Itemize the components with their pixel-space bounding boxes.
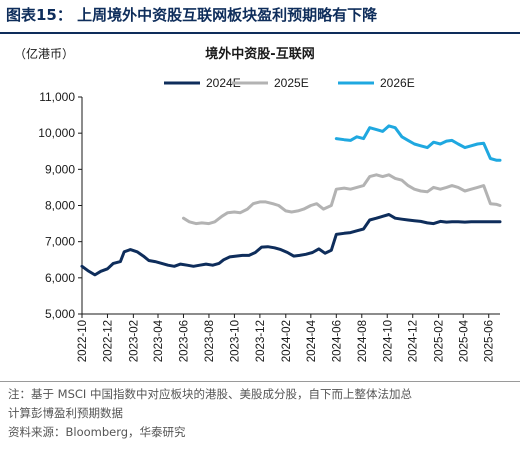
y-tick-label: 5,000: [45, 307, 75, 321]
x-tick-label: 2025-06: [484, 320, 496, 362]
line-chart: （亿港币） 境外中资股-互联网 2024E 2025E 2026E 5,000 6,0…: [14, 46, 502, 362]
x-tick-label: 2024-04: [306, 319, 318, 362]
y-tick-label: 9,000: [45, 162, 75, 176]
title-divider: [0, 32, 520, 34]
x-tick-label: 2025-02: [434, 320, 446, 362]
series-line-2025E: [182, 173, 502, 226]
footer-divider: [0, 381, 520, 382]
series-line-2024E: [80, 213, 502, 277]
x-tick-label: 2022-12: [102, 320, 114, 362]
y-tick-label: 10,000: [38, 126, 75, 140]
footnote-line-2: 计算彭博盈利预期数据: [8, 406, 123, 420]
legend-label-2026E: 2026E: [380, 76, 415, 90]
x-tick-label: 2024-02: [281, 320, 293, 362]
y-tick-label: 7,000: [45, 235, 75, 249]
y-tick-label: 6,000: [45, 271, 75, 285]
y-tick-label: 11,000: [39, 90, 75, 104]
x-tick-label: 2023-06: [178, 320, 190, 362]
source-note: 资料来源：Bloomberg，华泰研究: [8, 425, 186, 439]
x-tick-label: 2023-10: [229, 320, 241, 362]
x-tick-label: 2023-12: [255, 320, 267, 362]
x-tick-label: 2023-02: [128, 320, 140, 362]
series-line-2026E: [334, 124, 502, 162]
x-tick-label: 2023-04: [153, 319, 165, 362]
x-tick-label: 2025-04: [458, 319, 470, 362]
x-axis: 2022-10 2022-12 2023-02 2023-04 2023-06 2023-…: [77, 313, 500, 362]
legend-label-2024E: 2024E: [206, 76, 241, 90]
y-axis: 5,000 6,000 7,000 8,000 9,000 10,000 11,000: [38, 90, 83, 321]
chart-title: 境外中资股-互联网: [205, 46, 314, 62]
footnote-line-1: 注：基于 MSCI 中国指数中对应板块的港股、美股成分股，自下而上整体法加总: [8, 387, 412, 401]
y-axis-unit-label: （亿港币）: [14, 46, 74, 61]
figure-title: 图表15： 上周境外中资股互联网板块盈利预期略有下降: [6, 6, 378, 24]
y-tick-label: 8,000: [45, 199, 75, 213]
x-tick-label: 2023-08: [204, 320, 216, 362]
x-tick-label: 2022-10: [77, 320, 89, 362]
legend-label-2025E: 2025E: [274, 76, 309, 90]
legend: 2024E 2025E 2026E: [164, 76, 415, 90]
plot-lines: [80, 124, 502, 277]
x-tick-label: 2024-12: [408, 320, 420, 362]
x-tick-label: 2024-10: [382, 320, 394, 362]
x-tick-label: 2024-06: [331, 320, 343, 362]
x-tick-label: 2024-08: [357, 320, 369, 362]
